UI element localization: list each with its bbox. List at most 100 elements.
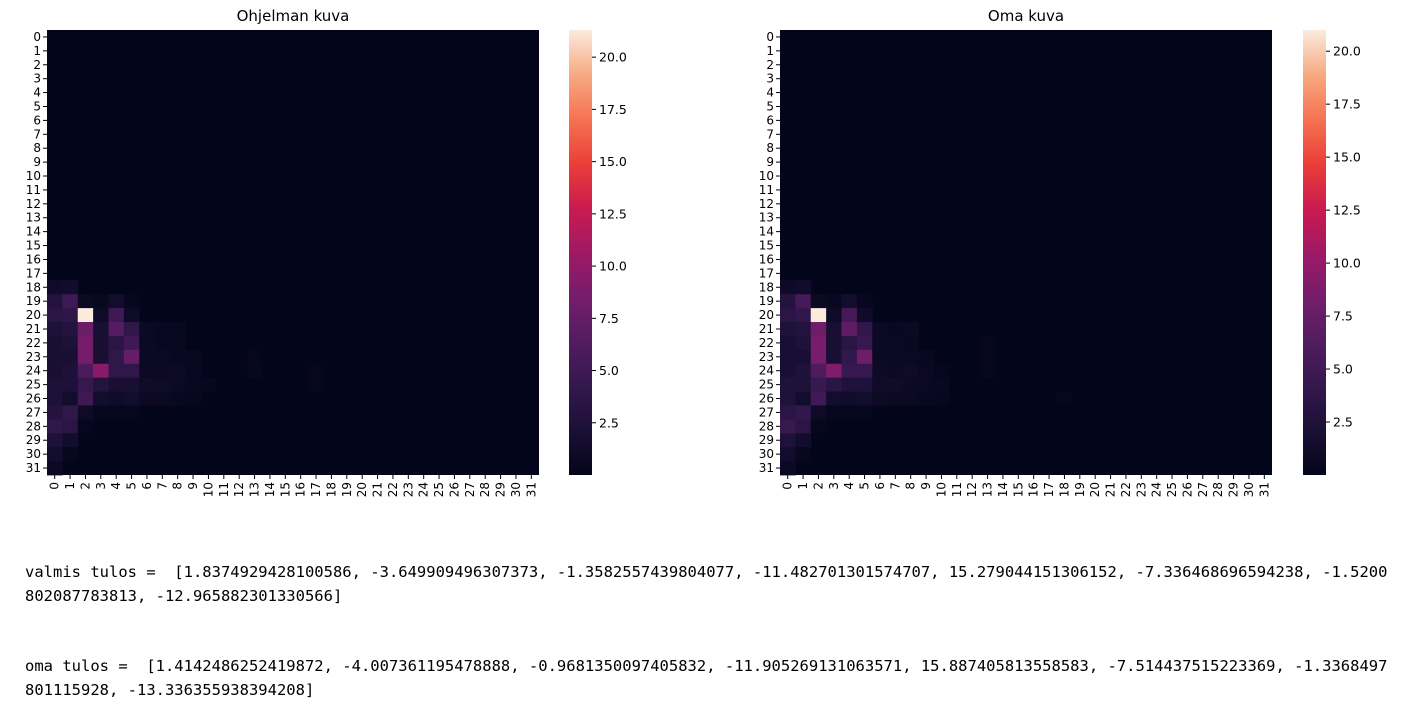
x-tick-label: 0 (781, 482, 795, 490)
heatmap-cell (795, 419, 812, 434)
x-tick-label: 0 (48, 482, 62, 490)
heatmap-cell (795, 447, 812, 462)
heatmap-cell (185, 391, 202, 406)
heatmap-cell (826, 377, 842, 392)
heatmap-cell (841, 405, 858, 420)
y-tick-label: 28 (759, 419, 774, 433)
heatmap-cell (841, 294, 858, 309)
y-tick-label: 14 (759, 225, 774, 239)
y-tick-label: 4 (33, 86, 41, 100)
heatmap-cell (810, 419, 827, 434)
y-tick-label: 14 (26, 225, 41, 239)
x-tick-label: 17 (309, 482, 323, 497)
y-tick-label: 21 (759, 322, 774, 336)
heatmap-cell (185, 363, 202, 379)
y-tick-label: 6 (33, 113, 41, 127)
heatmap-cell (826, 391, 842, 406)
heatmap-cell (77, 294, 94, 309)
heatmap-figure-ohjelman-kuva: Ohjelman kuva 0 1 2 3 4 5 6 7 8 9 10 11 12 13 14 15 16 17 1… (0, 0, 700, 510)
x-tick-label: 22 (386, 482, 400, 497)
heatmap-cell (93, 377, 109, 392)
heatmap-cell (93, 391, 109, 406)
y-tick-label: 16 (26, 252, 41, 266)
heatmap-cell (185, 377, 202, 392)
x-tick-label: 9 (186, 482, 200, 490)
heatmap-cell (887, 349, 904, 365)
heatmap-cell (170, 391, 186, 406)
x-tick-label: 10 (934, 482, 948, 497)
heatmap-cell (856, 322, 873, 337)
x-tick-label: 4 (842, 482, 856, 490)
y-tick-label: 19 (26, 294, 41, 308)
heatmap-cell (77, 363, 94, 379)
heatmap-cell (62, 349, 79, 365)
heatmap-figure-oma-kuva: Oma kuva 0 1 2 3 4 5 6 7 8 9 10 11 12 13 14 15 16 17 18 19 20… (735, 0, 1405, 510)
heatmap-cell (795, 405, 812, 420)
heatmap-cell (93, 349, 109, 365)
heatmap-cell (154, 349, 171, 365)
heatmap-cell (62, 363, 79, 379)
y-tick-label: 4 (766, 86, 774, 100)
colorbar (1303, 30, 1326, 475)
x-tick-label: 31 (1257, 482, 1271, 497)
heatmap-cell (47, 335, 63, 351)
heatmap-cell (123, 349, 140, 365)
heatmap-cell (246, 349, 263, 365)
y-tick-label: 26 (26, 392, 41, 406)
x-tick-label: 8 (904, 482, 918, 490)
heatmap-cell (123, 335, 140, 351)
heatmap-cell (47, 349, 63, 365)
x-tick-label: 23 (401, 482, 415, 497)
heatmap-cell (170, 363, 186, 379)
heatmap-cell (123, 294, 140, 309)
heatmap-cell (62, 294, 79, 309)
heatmap-cell (856, 294, 873, 309)
y-tick-label: 9 (766, 155, 774, 169)
x-tick-label: 6 (873, 482, 887, 490)
y-tick-label: 22 (759, 336, 774, 350)
console-output: valmis tulos = [1.8374929428100586, -3.6… (25, 514, 1395, 726)
colorbar-tick-label: 15.0 (599, 154, 627, 169)
heatmap-cell (123, 363, 140, 379)
heatmap-cell (108, 294, 125, 309)
y-tick-label: 26 (759, 392, 774, 406)
x-tick-label: 12 (232, 482, 246, 497)
heatmap-cell (47, 419, 63, 434)
colorbar-tick-label: 10.0 (1333, 256, 1361, 271)
x-tick-label: 14 (996, 482, 1010, 497)
heatmap-cell (154, 377, 171, 392)
y-tick-label: 29 (26, 433, 41, 447)
x-tick-label: 16 (294, 482, 308, 497)
x-tick-label: 24 (1150, 482, 1164, 497)
y-tick-label: 17 (759, 266, 774, 280)
x-tick-label: 15 (1011, 482, 1025, 497)
y-tick-label: 21 (26, 322, 41, 336)
x-tick-label: 1 (796, 482, 810, 490)
heatmap-cell (780, 322, 796, 337)
x-tick-label: 26 (1180, 482, 1194, 497)
heatmap-cell (826, 349, 842, 365)
heatmap-cell (918, 363, 935, 379)
heatmap-cell (795, 363, 812, 379)
heatmap-cell (139, 349, 156, 365)
heatmap-cell (47, 433, 63, 448)
heatmap-cell (810, 377, 827, 392)
heatmap-cell (47, 405, 63, 420)
heatmap-cell (139, 363, 156, 379)
heatmap-cell (795, 322, 812, 337)
y-tick-label: 15 (26, 239, 41, 253)
x-tick-label: 20 (355, 482, 369, 497)
heatmap-cell (933, 363, 950, 379)
colorbar (569, 30, 592, 475)
x-tick-label: 27 (1196, 482, 1210, 497)
heatmap-cell (872, 335, 889, 351)
colorbar-tick-label: 7.5 (599, 311, 619, 326)
x-tick-label: 22 (1119, 482, 1133, 497)
heatmap-cell (903, 322, 919, 337)
heatmap-cell (872, 391, 889, 406)
x-tick-label: 8 (171, 482, 185, 490)
heatmap-cell (841, 349, 858, 365)
heatmap-cell (979, 363, 996, 379)
heatmap-cell (903, 377, 919, 392)
heatmap-cell (903, 363, 919, 379)
